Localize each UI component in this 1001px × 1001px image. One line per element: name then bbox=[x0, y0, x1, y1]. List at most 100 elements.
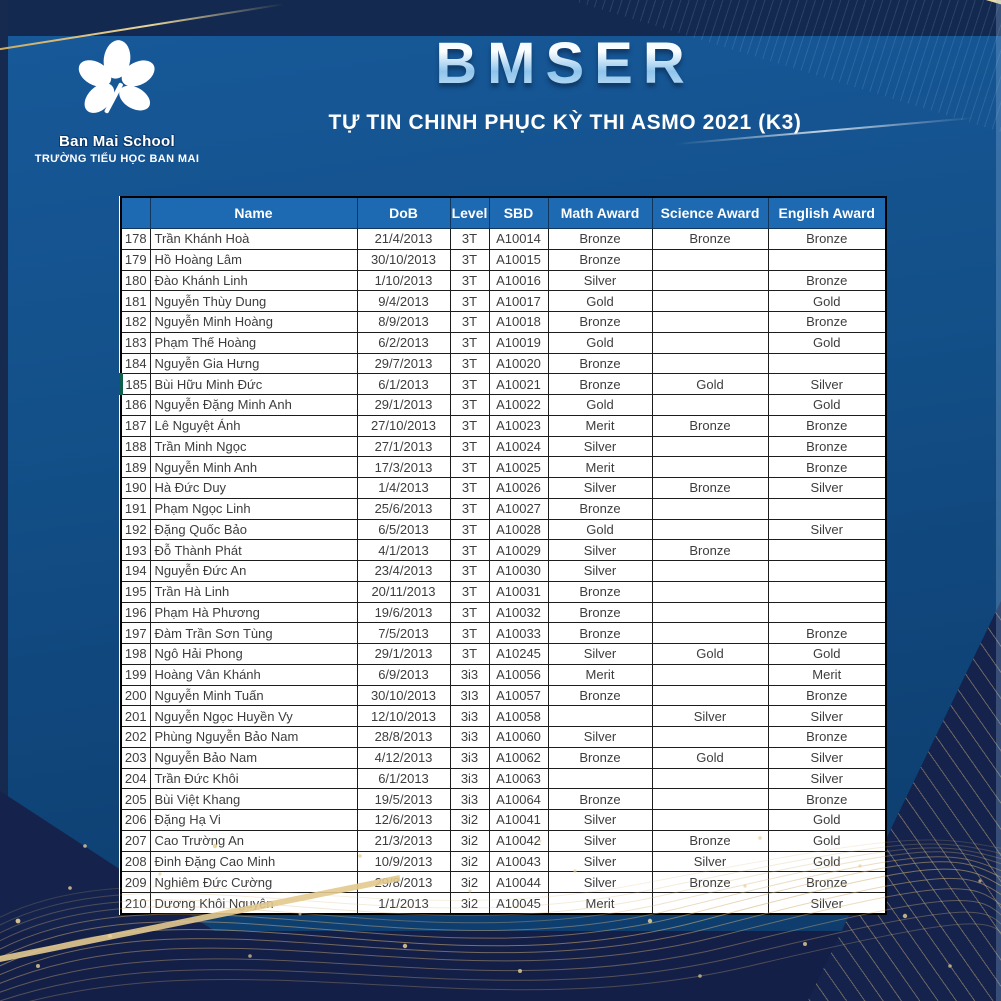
name-cell: Hà Đức Duy bbox=[149, 477, 358, 499]
name-cell: Lê Nguyệt Ánh bbox=[149, 414, 358, 437]
table-row: 186 Nguyễn Đặng Minh Anh 29/1/2013 3T A10022… bbox=[120, 394, 887, 416]
dob-cell: 20/11/2013 bbox=[356, 580, 451, 603]
level-cell: 3T bbox=[449, 248, 490, 271]
science-award-cell: Bronze bbox=[651, 871, 769, 893]
level-cell: 3T bbox=[449, 373, 490, 395]
level-cell: 3i2 bbox=[449, 809, 490, 831]
page-subtitle: TỰ TIN CHINH PHỤC KỲ THI ASMO 2021 (K3) bbox=[328, 111, 802, 134]
column-header bbox=[120, 196, 151, 229]
row-number: 199 bbox=[120, 663, 151, 686]
english-award-cell: Bronze bbox=[767, 456, 887, 478]
table-row: 206 Đặng Hạ Vi 12/6/2013 3i2 A10041 Silver Gol… bbox=[120, 809, 887, 831]
dob-cell: 19/5/2013 bbox=[356, 788, 451, 810]
science-award-cell bbox=[651, 601, 769, 624]
table-head: Name DoB Level SBD Math Award Science Award En… bbox=[120, 196, 887, 229]
dob-cell: 6/1/2013 bbox=[356, 373, 451, 395]
results-table: Name DoB Level SBD Math Award Science Award En… bbox=[119, 196, 887, 915]
level-cell: 3i3 bbox=[449, 746, 490, 769]
english-award-cell: Silver bbox=[767, 892, 887, 915]
table-header-row: Name DoB Level SBD Math Award Science Award En… bbox=[120, 196, 887, 229]
level-cell: 3T bbox=[449, 477, 490, 499]
science-award-cell bbox=[651, 311, 769, 333]
dob-cell: 19/6/2013 bbox=[356, 601, 451, 624]
dob-cell: 8/9/2013 bbox=[356, 311, 451, 333]
sbd-cell: A10029 bbox=[488, 539, 549, 561]
name-cell: Trần Hà Linh bbox=[149, 580, 358, 603]
math-award-cell: Silver bbox=[547, 435, 653, 458]
dob-cell: 4/12/2013 bbox=[356, 746, 451, 769]
table-row: 193 Đỗ Thành Phát 4/1/2013 3T A10029 Silver Br… bbox=[120, 539, 887, 561]
table-row: 198 Ngô Hải Phong 29/1/2013 3T A10245 Silver G… bbox=[120, 643, 887, 665]
table-row: 209 Nghiêm Đức Cường 29/8/2013 3i2 A10044 Sil… bbox=[120, 871, 887, 893]
sbd-cell: A10027 bbox=[488, 497, 549, 520]
math-award-cell: Bronze bbox=[547, 497, 653, 520]
science-award-cell bbox=[651, 684, 769, 707]
math-award-cell: Silver bbox=[547, 539, 653, 561]
level-cell: 3i3 bbox=[449, 705, 490, 727]
science-award-cell: Bronze bbox=[651, 477, 769, 499]
level-cell: 3T bbox=[449, 394, 490, 416]
row-number: 182 bbox=[120, 311, 151, 333]
english-award-cell: Silver bbox=[767, 705, 887, 727]
level-cell: 3I3 bbox=[449, 684, 490, 707]
dob-cell: 25/6/2013 bbox=[356, 497, 451, 520]
dob-cell: 12/10/2013 bbox=[356, 705, 451, 727]
table-row: 208 Đinh Đặng Cao Minh 10/9/2013 3i2 A10043 S… bbox=[120, 850, 887, 873]
name-cell: Hồ Hoàng Lâm bbox=[149, 248, 358, 271]
name-cell: Phạm Ngọc Linh bbox=[149, 497, 358, 520]
english-award-cell: Gold bbox=[767, 643, 887, 665]
level-cell: 3T bbox=[449, 518, 490, 541]
table-row: 205 Bùi Việt Khang 19/5/2013 3i3 A10064 Bronz… bbox=[120, 788, 887, 810]
sbd-cell: A10064 bbox=[488, 788, 549, 810]
table-body: 178 Trần Khánh Hoà 21/4/2013 3T A10014 Bronze… bbox=[119, 228, 887, 915]
table-row: 189 Nguyễn Minh Anh 17/3/2013 3T A10025 Merit… bbox=[120, 456, 887, 478]
row-number: 184 bbox=[120, 352, 151, 375]
table-row: 190 Hà Đức Duy 1/4/2013 3T A10026 Silver Bronz… bbox=[120, 477, 887, 499]
english-award-cell: Gold bbox=[767, 829, 887, 852]
name-cell: Phạm Thế Hoàng bbox=[149, 331, 358, 354]
name-cell: Trần Minh Ngọc bbox=[149, 435, 358, 458]
level-cell: 3T bbox=[449, 352, 490, 375]
dob-cell: 30/10/2013 bbox=[356, 248, 451, 271]
table-row: 185 Bùi Hữu Minh Đức 6/1/2013 3T A10021 Bronz… bbox=[119, 373, 887, 395]
column-header: Math Award bbox=[547, 196, 653, 229]
math-award-cell: Gold bbox=[547, 394, 653, 416]
row-number: 210 bbox=[120, 892, 151, 915]
sbd-cell: A10057 bbox=[488, 684, 549, 707]
name-cell: Nguyễn Bảo Nam bbox=[149, 746, 358, 769]
row-number: 195 bbox=[120, 580, 151, 603]
column-header: DoB bbox=[356, 196, 451, 229]
math-award-cell: Bronze bbox=[547, 684, 653, 707]
table-row: 202 Phùng Nguyễn Bảo Nam 28/8/2013 3i3 A1006… bbox=[120, 726, 887, 748]
dob-cell: 1/4/2013 bbox=[356, 477, 451, 499]
table-row: 196 Phạm Hà Phương 19/6/2013 3T A10032 Bronze bbox=[120, 601, 887, 624]
science-award-cell bbox=[651, 622, 769, 644]
table-row: 192 Đặng Quốc Bảo 6/5/2013 3T A10028 Gold Silv… bbox=[120, 518, 887, 541]
row-number: 192 bbox=[120, 518, 151, 541]
math-award-cell: Gold bbox=[547, 290, 653, 312]
table-row: 199 Hoàng Vân Khánh 6/9/2013 3i3 A10056 Merit… bbox=[120, 663, 887, 686]
science-award-cell bbox=[651, 767, 769, 790]
dob-cell: 28/8/2013 bbox=[356, 726, 451, 748]
science-award-cell bbox=[651, 726, 769, 748]
science-award-cell bbox=[651, 788, 769, 810]
name-cell: Trần Khánh Hoà bbox=[149, 228, 358, 250]
row-number: 179 bbox=[120, 248, 151, 271]
english-award-cell: Silver bbox=[767, 518, 887, 541]
table-row: 191 Phạm Ngọc Linh 25/6/2013 3T A10027 Bronze bbox=[120, 497, 887, 520]
sbd-cell: A10044 bbox=[488, 871, 549, 893]
row-number: 183 bbox=[120, 331, 151, 354]
science-award-cell bbox=[651, 331, 769, 354]
level-cell: 3T bbox=[449, 414, 490, 437]
row-number: 203 bbox=[120, 746, 151, 769]
science-award-cell bbox=[651, 435, 769, 458]
row-number: 208 bbox=[120, 850, 151, 873]
table-row: 178 Trần Khánh Hoà 21/4/2013 3T A10014 Bronze… bbox=[120, 228, 887, 250]
level-cell: 3T bbox=[449, 560, 490, 582]
science-award-cell bbox=[651, 290, 769, 312]
column-header: English Award bbox=[767, 196, 887, 229]
name-cell: Phùng Nguyễn Bảo Nam bbox=[149, 726, 358, 748]
right-edge-highlight bbox=[996, 0, 1001, 1001]
table-row: 182 Nguyễn Minh Hoàng 8/9/2013 3T A10018 Bron… bbox=[120, 311, 887, 333]
